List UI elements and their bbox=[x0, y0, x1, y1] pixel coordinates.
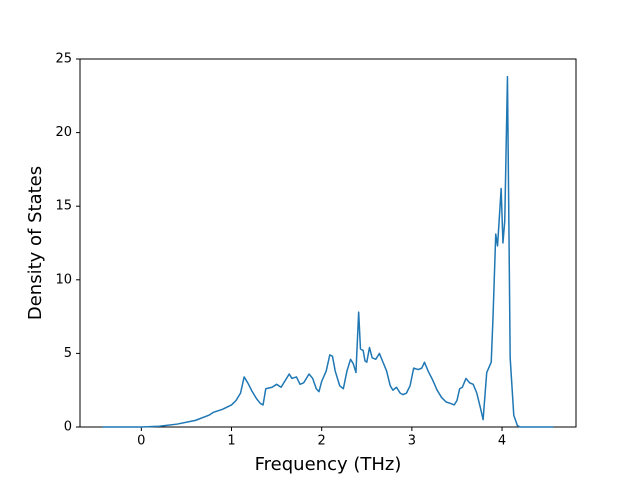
x-tick-label: 4 bbox=[498, 434, 506, 449]
plot-frame bbox=[79, 58, 577, 428]
y-tick-label: 10 bbox=[55, 272, 72, 287]
y-tick-label: 20 bbox=[55, 125, 72, 140]
y-axis-label: Density of States bbox=[25, 166, 46, 320]
x-tick-label: 0 bbox=[137, 434, 145, 449]
x-tick-label: 1 bbox=[227, 434, 235, 449]
y-tick-label: 25 bbox=[55, 52, 72, 67]
x-tick-label: 3 bbox=[408, 434, 416, 449]
data-line bbox=[102, 75, 554, 428]
y-tick-label: 0 bbox=[64, 420, 72, 435]
x-axis-label: Frequency (THz) bbox=[255, 454, 402, 475]
x-tick-label: 2 bbox=[318, 434, 326, 449]
y-tick-label: 15 bbox=[55, 199, 72, 214]
y-tick-label: 5 bbox=[64, 346, 72, 361]
